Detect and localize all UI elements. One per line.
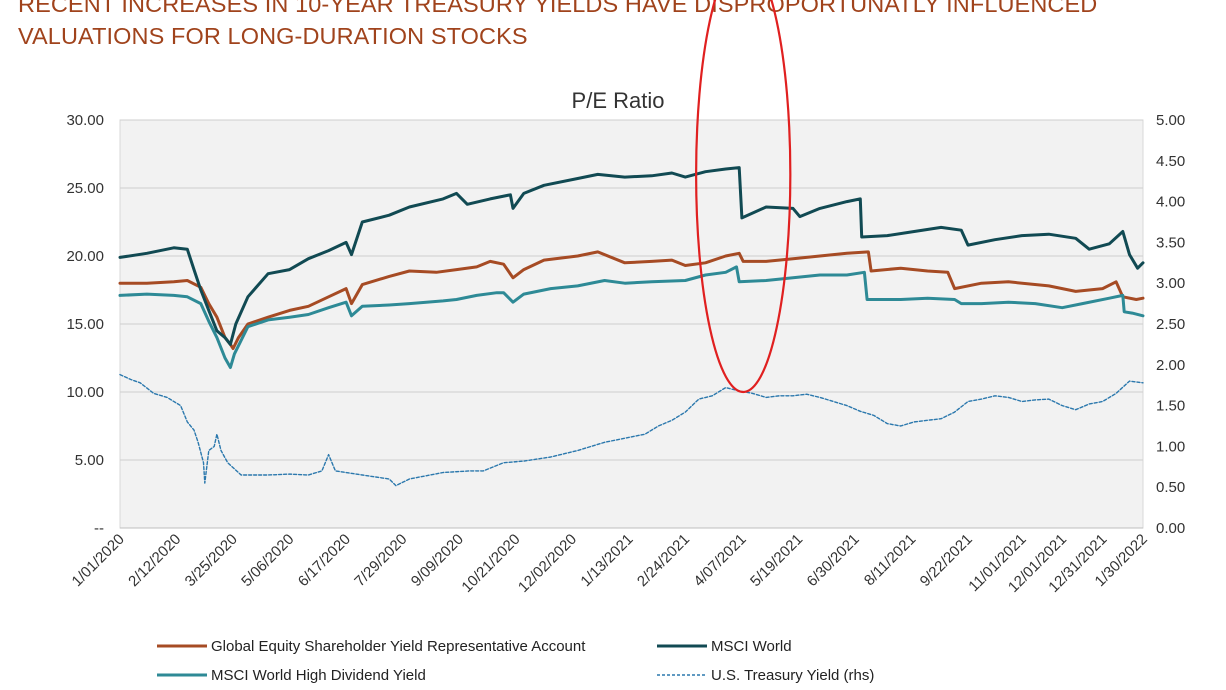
x-tick-label: 5/06/2020 (238, 531, 297, 590)
y-left-tick-label: 20.00 (66, 248, 104, 265)
x-tick-label: 1/13/2021 (577, 531, 636, 590)
x-tick-label: 7/29/2020 (351, 531, 410, 590)
x-tick-label: 8/11/2021 (861, 531, 919, 589)
y-right-tick-label: 4.50 (1156, 153, 1185, 170)
gridlines (120, 119, 1143, 529)
x-tick-label: 9/09/2020 (408, 531, 467, 590)
series-line-treasury (119, 373, 1144, 487)
x-tick-label: 5/19/2021 (747, 531, 806, 590)
x-tick-label: 6/30/2021 (804, 531, 863, 590)
highlight-ellipse (695, 0, 792, 394)
series-line-msci-high-div (118, 265, 1145, 369)
series-line-msci-world (118, 166, 1145, 346)
y-left-tick-label: 25.00 (66, 180, 104, 197)
x-tick-label: 2/12/2020 (125, 531, 184, 590)
y-right-tick-label: 3.00 (1156, 275, 1185, 292)
y-left-tick-label: -- (94, 520, 104, 537)
y-left-tick-label: 5.00 (75, 452, 104, 469)
x-tick-label: 1/01/2020 (69, 531, 128, 590)
x-tick-label: 2/24/2021 (634, 531, 693, 590)
series-lines (118, 166, 1145, 487)
x-tick-label: 4/07/2021 (690, 531, 749, 590)
legend-label: U.S. Treasury Yield (rhs) (711, 667, 874, 684)
headline-line-1: RECENT INCREASES IN 10-YEAR TREASURY YIE… (18, 0, 1098, 17)
x-tick-label: 6/17/2020 (295, 531, 354, 590)
y-right-tick-label: 2.50 (1156, 316, 1185, 333)
headline-line-2: VALUATIONS FOR LONG-DURATION STOCKS (18, 23, 528, 49)
legend-label: Global Equity Shareholder Yield Represen… (211, 638, 586, 655)
slide-headline: RECENT INCREASES IN 10-YEAR TREASURY YIE… (18, 0, 1218, 52)
highlight-annotation (695, 0, 792, 394)
legend-label: MSCI World (711, 638, 792, 655)
y-axis-right: 0.00 0.50 1.00 1.50 2.00 2.50 3.00 3.50 4.00 4.50… (1156, 112, 1185, 537)
x-axis: 1/01/20202/12/20203/25/20205/06/20206/17… (69, 531, 1151, 596)
y-right-tick-label: 1.50 (1156, 398, 1185, 415)
y-right-tick-label: 4.00 (1156, 194, 1185, 211)
y-right-tick-label: 3.50 (1156, 234, 1185, 251)
y-left-tick-label: 30.00 (66, 112, 104, 129)
x-tick-label: 12/02/2020 (515, 531, 580, 596)
legend: Global Equity Shareholder Yield Represen… (157, 638, 874, 684)
y-right-tick-label: 0.50 (1156, 479, 1185, 496)
y-axis-left: -- 5.00 10.00 15.00 20.00 25.00 30.00 (66, 112, 104, 537)
legend-label: MSCI World High Dividend Yield (211, 667, 426, 684)
y-right-tick-label: 1.00 (1156, 438, 1185, 455)
series-line-global-equity (118, 250, 1145, 350)
y-right-tick-label: 0.00 (1156, 520, 1185, 537)
y-right-tick-label: 2.00 (1156, 357, 1185, 374)
y-left-tick-label: 10.00 (66, 384, 104, 401)
chart-title: P/E Ratio (572, 88, 665, 113)
y-right-tick-label: 5.00 (1156, 112, 1185, 129)
x-tick-label: 10/21/2020 (458, 531, 523, 596)
x-tick-label: 3/25/2020 (182, 531, 241, 590)
y-left-tick-label: 15.00 (66, 316, 104, 333)
